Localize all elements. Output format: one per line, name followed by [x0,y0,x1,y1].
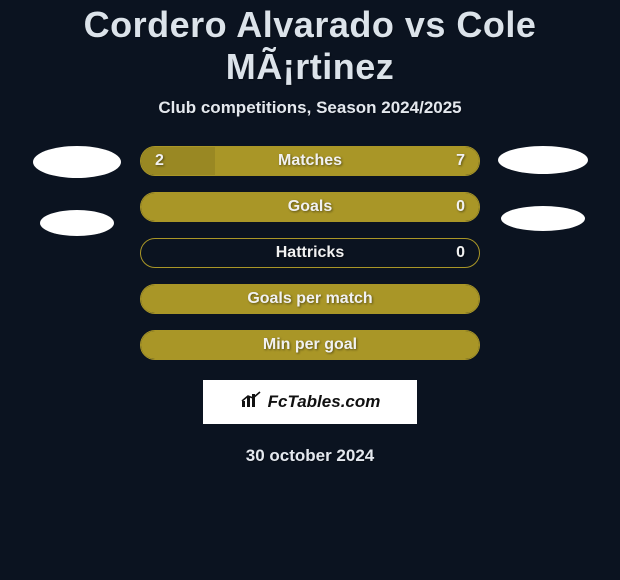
bar-fill-left [141,147,215,175]
bar-value-right: 0 [456,244,465,262]
stat-bar-goals-per-match: Goals per match [140,284,480,314]
bar-value-left: 2 [155,152,164,170]
player-right-col [498,146,588,231]
stats-row: 2 Matches 7 Goals 0 Hattricks 0 Goals per match… [0,146,620,360]
stat-bar-min-per-goal: Min per goal [140,330,480,360]
player-left-photo-placeholder [33,146,121,178]
bar-label: Goals per match [247,290,372,308]
player-right-photo-placeholder [498,146,588,174]
stat-bar-matches: 2 Matches 7 [140,146,480,176]
stat-bar-goals: Goals 0 [140,192,480,222]
subtitle: Club competitions, Season 2024/2025 [0,98,620,118]
brand-chart-icon [240,391,262,414]
player-right-club-placeholder [501,206,585,231]
widget-date: 30 october 2024 [0,446,620,466]
player-left-club-placeholder [40,210,114,236]
stat-bars: 2 Matches 7 Goals 0 Hattricks 0 Goals per match… [140,146,480,360]
brand-label: FcTables.com [268,392,381,412]
bar-label: Hattricks [276,244,344,262]
bar-value-right: 0 [456,198,465,216]
page-title: Cordero Alvarado vs Cole MÃ¡rtinez [0,4,620,88]
brand-logo-box[interactable]: FcTables.com [203,380,417,424]
comparison-widget: Cordero Alvarado vs Cole MÃ¡rtinez Club … [0,0,620,466]
bar-value-right: 7 [456,152,465,170]
bar-label: Goals [288,198,332,216]
bar-label: Min per goal [263,336,357,354]
stat-bar-hattricks: Hattricks 0 [140,238,480,268]
bar-label: Matches [278,152,342,170]
player-left-col [32,146,122,236]
